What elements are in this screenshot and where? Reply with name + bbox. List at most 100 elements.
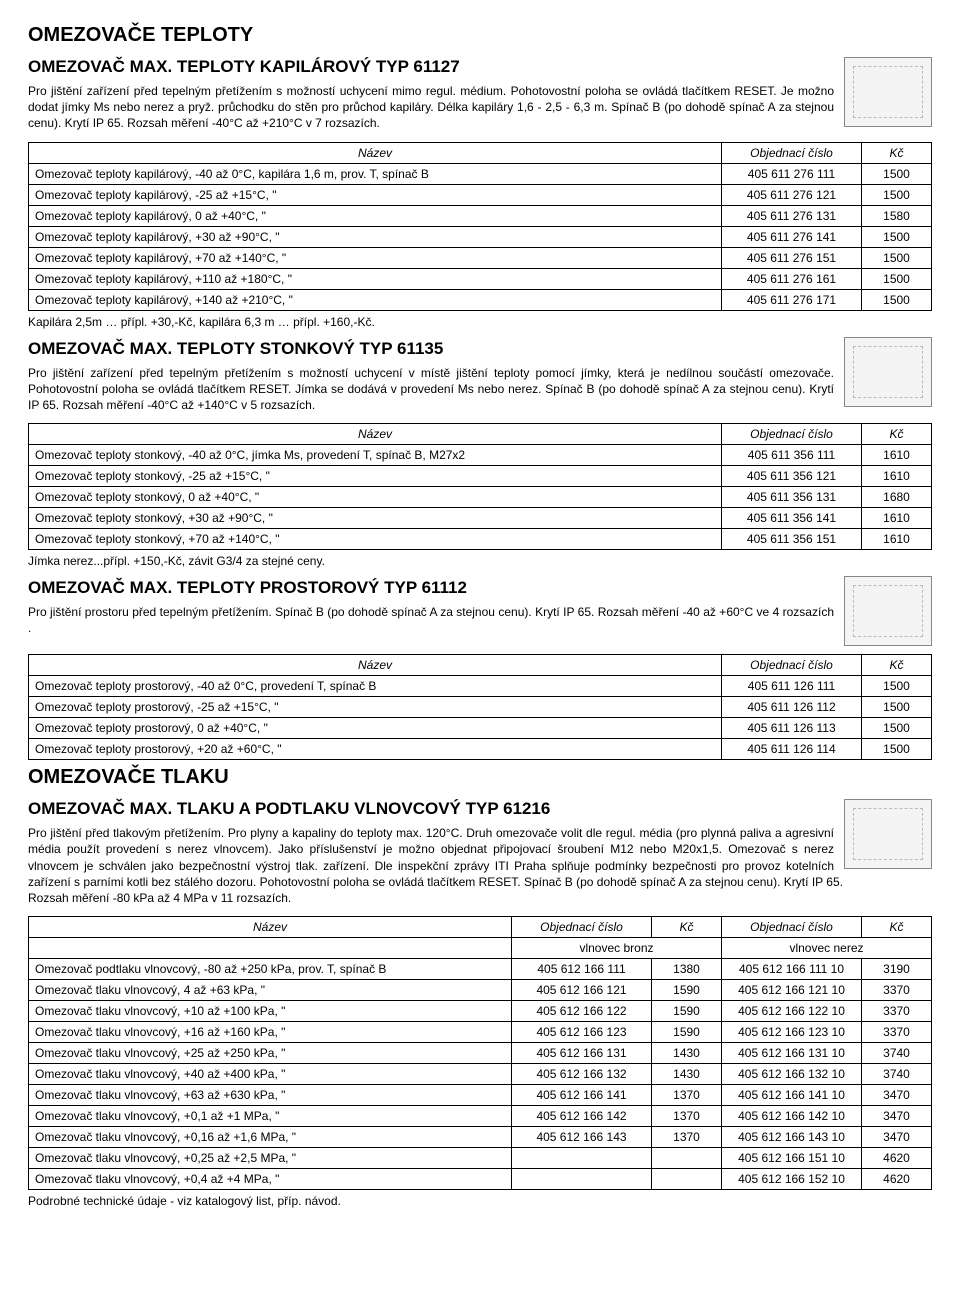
table-row: Omezovač teploty stonkový, +70 až +140°C… xyxy=(29,529,932,550)
table-row: Omezovač teploty stonkový, +30 až +90°C,… xyxy=(29,508,932,529)
cell-name: Omezovač teploty prostorový, -40 až 0°C,… xyxy=(29,676,722,697)
cell-order: 405 611 356 111 xyxy=(722,445,862,466)
cell-order: 405 611 126 112 xyxy=(722,697,862,718)
table-row: Omezovač teploty stonkový, -40 až 0°C, j… xyxy=(29,445,932,466)
table-row: Omezovač teploty prostorový, +20 až +60°… xyxy=(29,739,932,760)
cell-price-nerez: 3740 xyxy=(862,1043,932,1064)
subhead-nerez: vlnovec nerez xyxy=(722,938,932,959)
cell-price-bronze: 1380 xyxy=(652,959,722,980)
col-price: Kč xyxy=(862,655,932,676)
cell-order-bronze xyxy=(512,1169,652,1190)
cell-price: 1580 xyxy=(862,205,932,226)
cell-price-bronze: 1590 xyxy=(652,980,722,1001)
table-61216: Název Objednací číslo Kč Objednací číslo… xyxy=(28,916,932,1190)
col-name: Název xyxy=(29,142,722,163)
section-title-61135: OMEZOVAČ MAX. TEPLOTY STONKOVÝ TYP 61135 xyxy=(28,339,932,359)
table-row: Omezovač teploty kapilárový, -40 až 0°C,… xyxy=(29,163,932,184)
table-row: Omezovač teploty stonkový, -25 až +15°C,… xyxy=(29,466,932,487)
cell-name: Omezovač teploty kapilárový, 0 až +40°C,… xyxy=(29,205,722,226)
cell-price: 1680 xyxy=(862,487,932,508)
cell-order: 405 611 276 151 xyxy=(722,247,862,268)
note-61127: Kapilára 2,5m … přípl. +30,-Kč, kapilára… xyxy=(28,315,932,329)
cell-name: Omezovač teploty prostorový, -25 až +15°… xyxy=(29,697,722,718)
cell-name: Omezovač tlaku vlnovcový, +0,4 až +4 MPa… xyxy=(29,1169,512,1190)
cell-name: Omezovač teploty prostorový, +20 až +60°… xyxy=(29,739,722,760)
table-row: Omezovač teploty kapilárový, +140 až +21… xyxy=(29,289,932,310)
cell-order: 405 611 356 131 xyxy=(722,487,862,508)
col-price-nerez: Kč xyxy=(862,917,932,938)
cell-name: Omezovač teploty kapilárový, +30 až +90°… xyxy=(29,226,722,247)
section-intro-61135: Pro jištění zařízení před tepelným přetí… xyxy=(28,365,843,414)
cell-price-bronze xyxy=(652,1148,722,1169)
cell-name: Omezovač teploty kapilárový, +110 až +18… xyxy=(29,268,722,289)
table-row: Omezovač teploty kapilárový, +70 až +140… xyxy=(29,247,932,268)
cell-order-bronze xyxy=(512,1148,652,1169)
section-title-61112: OMEZOVAČ MAX. TEPLOTY PROSTOROVÝ TYP 611… xyxy=(28,578,932,598)
cell-price-nerez: 3470 xyxy=(862,1085,932,1106)
cell-order: 405 611 126 113 xyxy=(722,718,862,739)
table-row: Omezovač tlaku vlnovcový, +0,16 až +1,6 … xyxy=(29,1127,932,1148)
cell-order-bronze: 405 612 166 111 xyxy=(512,959,652,980)
cell-name: Omezovač tlaku vlnovcový, 4 až +63 kPa, … xyxy=(29,980,512,1001)
cell-order-nerez: 405 612 166 151 10 xyxy=(722,1148,862,1169)
cell-order: 405 611 276 161 xyxy=(722,268,862,289)
section-title-61216: OMEZOVAČ MAX. TLAKU A PODTLAKU VLNOVCOVÝ… xyxy=(28,799,932,819)
cell-name: Omezovač teploty kapilárový, -25 až +15°… xyxy=(29,184,722,205)
cell-order-bronze: 405 612 166 131 xyxy=(512,1043,652,1064)
cell-name: Omezovač tlaku vlnovcový, +25 až +250 kP… xyxy=(29,1043,512,1064)
col-order: Objednací číslo xyxy=(722,424,862,445)
cell-order-nerez: 405 612 166 143 10 xyxy=(722,1127,862,1148)
cell-order-nerez: 405 612 166 121 10 xyxy=(722,980,862,1001)
cell-price: 1500 xyxy=(862,163,932,184)
cell-price-bronze: 1430 xyxy=(652,1043,722,1064)
table-row: Omezovač tlaku vlnovcový, +10 až +100 kP… xyxy=(29,1001,932,1022)
cell-price-bronze: 1430 xyxy=(652,1064,722,1085)
table-row: Omezovač tlaku vlnovcový, 4 až +63 kPa, … xyxy=(29,980,932,1001)
cell-order-bronze: 405 612 166 123 xyxy=(512,1022,652,1043)
cell-order-nerez: 405 612 166 142 10 xyxy=(722,1106,862,1127)
col-name: Název xyxy=(29,424,722,445)
col-order: Objednací číslo xyxy=(722,142,862,163)
cell-price-nerez: 3740 xyxy=(862,1064,932,1085)
table-row: Omezovač tlaku vlnovcový, +63 až +630 kP… xyxy=(29,1085,932,1106)
table-row: Omezovač teploty kapilárový, 0 až +40°C,… xyxy=(29,205,932,226)
cell-price-bronze: 1590 xyxy=(652,1022,722,1043)
table-row: Omezovač teploty kapilárový, +30 až +90°… xyxy=(29,226,932,247)
cell-order-nerez: 405 612 166 131 10 xyxy=(722,1043,862,1064)
cell-price-nerez: 4620 xyxy=(862,1169,932,1190)
cell-price: 1500 xyxy=(862,268,932,289)
cell-name: Omezovač teploty prostorový, 0 až +40°C,… xyxy=(29,718,722,739)
cell-order: 405 611 356 141 xyxy=(722,508,862,529)
table-61112: Název Objednací číslo Kč Omezovač teplot… xyxy=(28,654,932,760)
cell-name: Omezovač teploty kapilárový, -40 až 0°C,… xyxy=(29,163,722,184)
table-row: Omezovač podtlaku vlnovcový, -80 až +250… xyxy=(29,959,932,980)
section-intro-61127: Pro jištění zařízení před tepelným přetí… xyxy=(28,83,843,132)
cell-name: Omezovač podtlaku vlnovcový, -80 až +250… xyxy=(29,959,512,980)
cell-order: 405 611 276 141 xyxy=(722,226,862,247)
cell-order-bronze: 405 612 166 142 xyxy=(512,1106,652,1127)
table-row: Omezovač teploty stonkový, 0 až +40°C, "… xyxy=(29,487,932,508)
cell-name: Omezovač tlaku vlnovcový, +63 až +630 kP… xyxy=(29,1085,512,1106)
col-order: Objednací číslo xyxy=(722,655,862,676)
cell-price: 1500 xyxy=(862,247,932,268)
cell-price: 1500 xyxy=(862,184,932,205)
cell-name: Omezovač tlaku vlnovcový, +16 až +160 kP… xyxy=(29,1022,512,1043)
cell-order-bronze: 405 612 166 143 xyxy=(512,1127,652,1148)
col-order-nerez: Objednací číslo xyxy=(722,917,862,938)
cell-price: 1610 xyxy=(862,529,932,550)
table-row: Omezovač tlaku vlnovcový, +0,25 až +2,5 … xyxy=(29,1148,932,1169)
table-row: Omezovač teploty prostorový, -40 až 0°C,… xyxy=(29,676,932,697)
cell-price: 1500 xyxy=(862,739,932,760)
table-row: Omezovač tlaku vlnovcový, +25 až +250 kP… xyxy=(29,1043,932,1064)
page-title-2: OMEZOVAČE TLAKU xyxy=(28,766,932,789)
table-row: Omezovač tlaku vlnovcový, +40 až +400 kP… xyxy=(29,1064,932,1085)
cell-name: Omezovač teploty stonkový, -25 až +15°C,… xyxy=(29,466,722,487)
cell-price: 1500 xyxy=(862,697,932,718)
cell-order-nerez: 405 612 166 123 10 xyxy=(722,1022,862,1043)
cell-price-bronze xyxy=(652,1169,722,1190)
product-image-61112 xyxy=(844,576,932,646)
table-row: Omezovač tlaku vlnovcový, +0,1 až +1 MPa… xyxy=(29,1106,932,1127)
cell-price: 1610 xyxy=(862,466,932,487)
cell-price: 1610 xyxy=(862,508,932,529)
cell-price-bronze: 1590 xyxy=(652,1001,722,1022)
